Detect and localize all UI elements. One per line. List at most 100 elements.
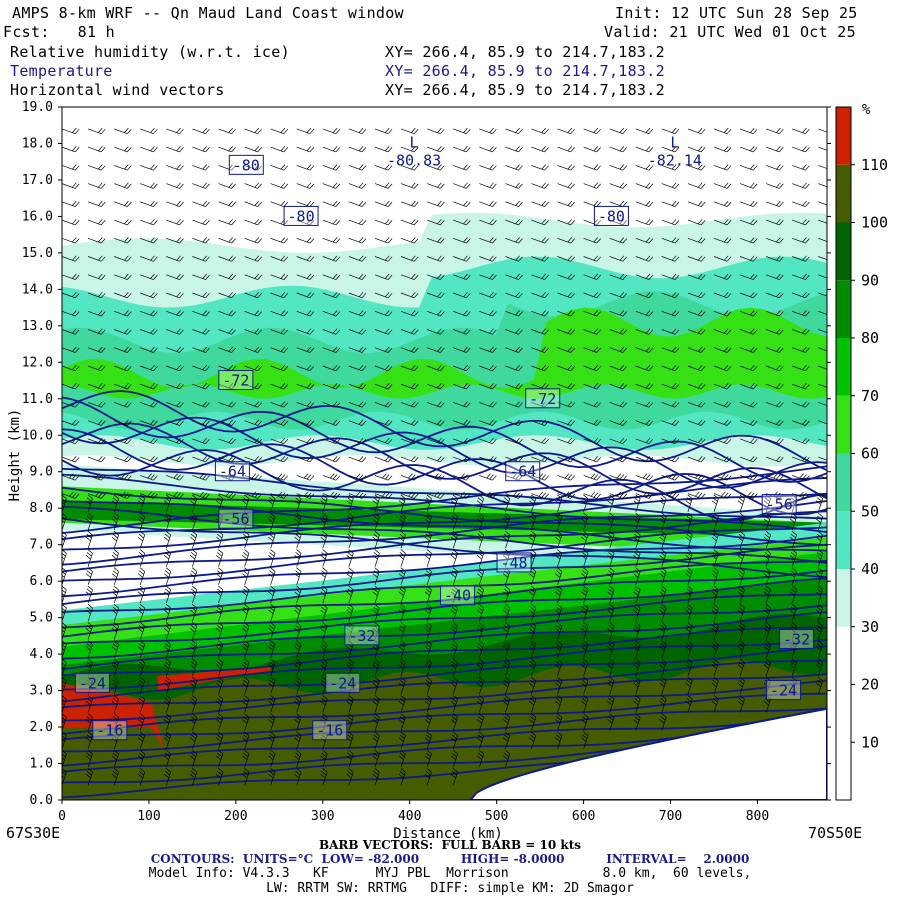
- wind-barb: [348, 146, 367, 153]
- contour-label: -24: [325, 672, 361, 693]
- wind-barb: [685, 530, 693, 549]
- wind-barb: [453, 255, 471, 262]
- colorbar-swatch: [836, 280, 851, 338]
- wind-barb: [270, 419, 289, 426]
- wind-barb: [792, 364, 810, 372]
- isotherm-22: [62, 673, 827, 722]
- y-tick-label: 17.0: [22, 173, 53, 188]
- wind-barb: [687, 346, 706, 353]
- wind-barb: [374, 127, 393, 135]
- wind-barb: [322, 237, 341, 244]
- wind-barb: [607, 695, 615, 713]
- contour-label-box: [214, 461, 250, 482]
- wind-barb: [374, 328, 393, 335]
- wind-barb: [659, 640, 667, 658]
- axes: 0.0 1.0 2.0 3.0 4.0 5.0 6.0 7.0 8.0 9.0 10.0 11.0 12…: [6, 100, 862, 842]
- wind-barb: [242, 768, 250, 786]
- wind-barb: [765, 328, 784, 335]
- wind-barb: [372, 530, 380, 549]
- wind-barb: [661, 164, 680, 171]
- wind-barb: [763, 640, 771, 658]
- wind-barb: [244, 364, 262, 372]
- wind-barb: [479, 146, 497, 153]
- y-tick-label: 4.0: [30, 647, 53, 662]
- wind-barb: [85, 695, 93, 713]
- wind-barb: [581, 640, 589, 658]
- wind-barb: [609, 219, 628, 226]
- wind-barb: [244, 437, 262, 445]
- contour-label: -80: [228, 154, 264, 175]
- wind-barb: [581, 567, 589, 585]
- wind-barb: [713, 346, 732, 353]
- wind-barb: [218, 491, 236, 499]
- wind-barb: [62, 491, 80, 499]
- isotherm-16: [62, 707, 827, 753]
- wind-barb: [661, 383, 680, 390]
- isotherm-40: [62, 569, 827, 629]
- wind-barb: [192, 127, 210, 135]
- wind-barb: [424, 713, 432, 731]
- wind-barb: [818, 219, 827, 224]
- wind-barb: [739, 419, 758, 426]
- wind-barb: [296, 200, 315, 207]
- wind-barb: [583, 164, 601, 171]
- wind-barb: [140, 292, 158, 299]
- isotherm-58: [62, 465, 827, 534]
- wind-barb: [531, 255, 549, 262]
- wind-barb: [479, 456, 497, 463]
- wind-barb: [270, 292, 289, 299]
- isotherm-74: [62, 428, 827, 516]
- wind-barb: [687, 146, 706, 153]
- wind-barb: [374, 364, 393, 372]
- contour-label-text: -80: [233, 156, 260, 174]
- wind-barb: [268, 494, 276, 513]
- wind-barb: [87, 164, 106, 171]
- wind-barb: [87, 456, 106, 463]
- contour-label-box: [344, 625, 380, 646]
- y-tick-label: 18.0: [22, 136, 53, 151]
- wind-barb: [270, 255, 289, 262]
- wind-barb: [713, 292, 732, 299]
- y-tick-label: 12.0: [22, 355, 53, 370]
- wind-barb: [244, 146, 262, 153]
- wind-barb: [87, 364, 106, 372]
- wind-barb: [713, 219, 732, 226]
- wind-barb: [633, 640, 641, 658]
- wind-barb: [792, 383, 810, 390]
- contour-label-text: -24: [770, 682, 797, 700]
- wind-barb: [450, 567, 458, 585]
- wind-barb: [163, 549, 172, 567]
- contour-label-box: [283, 205, 319, 226]
- wind-barb: [476, 603, 485, 622]
- wind-barb: [557, 419, 575, 426]
- wind-barb: [531, 273, 549, 280]
- wind-barb: [450, 713, 458, 731]
- wind-barb: [633, 713, 641, 731]
- colorbar-label: 30: [861, 618, 879, 636]
- wind-barb: [687, 200, 706, 207]
- wind-barb: [192, 237, 210, 244]
- wind-barb: [114, 146, 132, 153]
- wind-barb: [190, 622, 198, 640]
- wind-barb: [713, 383, 732, 390]
- wind-barb: [818, 292, 827, 297]
- wind-barb: [268, 749, 276, 768]
- wind-barb: [661, 456, 680, 463]
- wind-barb: [87, 383, 106, 390]
- wind-barb: [372, 549, 380, 567]
- wind-barb: [661, 473, 680, 481]
- wind-barb: [687, 182, 706, 189]
- wind-barb: [140, 237, 158, 244]
- wind-barb: [242, 530, 250, 549]
- wind-barb: [818, 329, 827, 334]
- contour-label-text: -16: [96, 722, 123, 740]
- wind-barb: [661, 127, 680, 135]
- isotherm-76: [62, 422, 827, 500]
- wind-barb: [163, 512, 172, 531]
- wind-barb: [713, 273, 732, 280]
- wind-barb: [140, 401, 158, 408]
- wind-barb: [398, 622, 406, 640]
- wind-barb: [62, 585, 67, 604]
- wind-barb: [818, 201, 827, 206]
- wind-barb: [62, 603, 67, 622]
